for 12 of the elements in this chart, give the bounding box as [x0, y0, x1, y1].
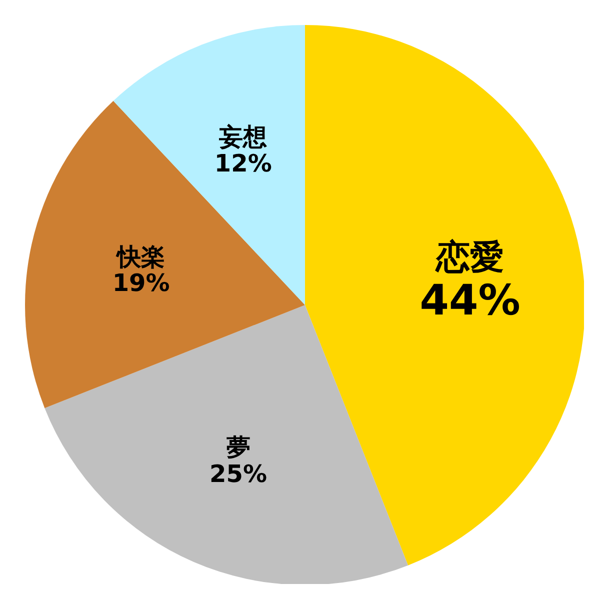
pie-slice — [305, 25, 584, 566]
pie-slice — [113, 25, 305, 305]
slice-label: 妄想 — [218, 123, 268, 152]
data-label: 19% — [112, 269, 170, 298]
slice-label: 夢 — [226, 434, 250, 462]
data-label: 12% — [214, 150, 272, 178]
slice-label: 恋愛 — [435, 237, 504, 278]
data-label: 25% — [210, 460, 268, 488]
pie-slice — [44, 305, 408, 584]
pie-slice — [25, 100, 305, 408]
data-label: 44% — [420, 276, 520, 325]
slice-label: 快楽 — [115, 242, 166, 271]
